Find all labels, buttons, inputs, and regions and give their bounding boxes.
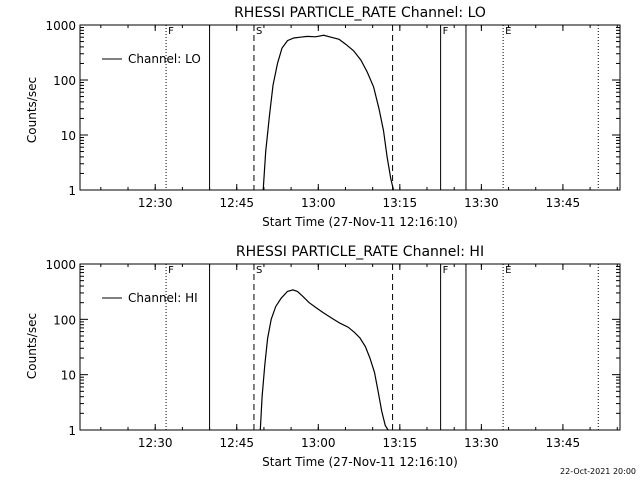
x-tick-label: 12:45: [219, 196, 254, 210]
y-axis-label: Counts/sec: [25, 77, 39, 143]
y-tick-label: 100: [53, 74, 76, 88]
x-axis-label: Start Time (27-Nov-11 12:16:10): [262, 455, 458, 469]
x-tick-label: 13:15: [383, 436, 418, 450]
flag-s: S: [256, 265, 262, 276]
x-tick-label: 13:00: [301, 196, 336, 210]
x-tick-label: 13:45: [546, 436, 581, 450]
y-axis-label: Counts/sec: [25, 313, 39, 379]
y-tick-label: 1: [68, 424, 76, 438]
x-tick-label: 13:45: [546, 196, 581, 210]
y-tick-label: 1000: [45, 19, 76, 33]
y-tick-label: 1000: [45, 258, 76, 272]
footer-timestamp: 22-Oct-2021 20:00: [560, 467, 636, 476]
legend-label: Channel: LO: [128, 52, 201, 66]
x-tick-label: 12:45: [219, 436, 254, 450]
series-line: [262, 34, 395, 191]
flag-f: F: [168, 265, 174, 276]
flag-e: E: [505, 26, 511, 37]
x-tick-label: 13:30: [464, 436, 499, 450]
x-tick-label: 13:00: [301, 436, 336, 450]
chart-title: RHESSI PARTICLE_RATE Channel: HI: [236, 244, 484, 260]
y-tick-label: 10: [61, 369, 76, 383]
flag-f: F: [443, 265, 449, 276]
chart-panel-lo: RHESSI PARTICLE_RATE Channel: LO Start T…: [25, 5, 621, 229]
x-axis-label: Start Time (27-Nov-11 12:16:10): [262, 215, 458, 229]
x-tick-label: 12:30: [138, 436, 173, 450]
flag-f: F: [443, 26, 449, 37]
series-line: [259, 289, 389, 431]
legend-label: Channel: HI: [128, 291, 198, 305]
y-tick-label: 100: [53, 313, 76, 327]
x-tick-label: 13:15: [383, 196, 418, 210]
x-tick-label: 12:30: [138, 196, 173, 210]
plot-frame: [79, 24, 621, 191]
y-tick-label: 1: [68, 184, 76, 198]
chart-panel-hi: RHESSI PARTICLE_RATE Channel: HI Start T…: [25, 244, 621, 469]
chart-title: RHESSI PARTICLE_RATE Channel: LO: [234, 5, 486, 21]
flag-e: E: [505, 265, 511, 276]
flag-f: F: [168, 26, 174, 37]
plot-frame: [79, 263, 621, 431]
x-tick-label: 13:30: [464, 196, 499, 210]
flag-s: S: [256, 26, 262, 37]
y-tick-label: 10: [61, 129, 76, 143]
